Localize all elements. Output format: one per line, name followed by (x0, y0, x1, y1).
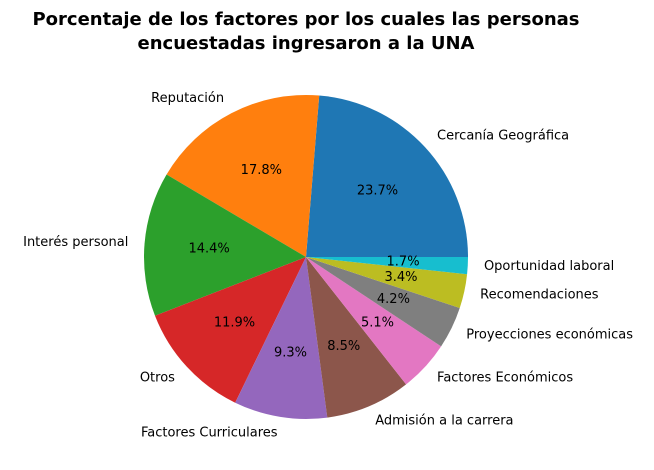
slice-percent-label: 4.2% (377, 292, 410, 307)
slice-percent-label: 11.9% (214, 315, 255, 330)
pie-slice (235, 257, 328, 420)
slice-percent-label: 1.7% (387, 255, 420, 270)
slice-percent-label: 3.4% (384, 270, 417, 285)
slice-category-label: Recomendaciones (480, 287, 599, 302)
chart-title-line-1: Porcentaje de los factores por los cuale… (32, 9, 579, 30)
slice-percent-label: 14.4% (188, 242, 229, 257)
pie-slice (306, 257, 442, 385)
slice-category-label: Factores Económicos (437, 370, 573, 385)
slice-percent-label: 5.1% (361, 315, 394, 330)
pie-slice (143, 174, 306, 316)
pie-slice (166, 95, 320, 258)
slice-category-label: Proyecciones económicas (466, 327, 633, 342)
pie-slice (306, 95, 468, 257)
pie-slice (306, 257, 407, 418)
slice-category-label: Oportunidad laboral (484, 259, 614, 274)
pie-slice (306, 257, 460, 347)
pie-labels: 23.7% Cercanía Geográfica 17.8% Reputación 1… (23, 91, 633, 440)
pie-slice (306, 257, 468, 309)
slice-percent-label: 8.5% (327, 339, 360, 354)
pie-slice (306, 257, 468, 275)
chart-title-line-2: encuestadas ingresaron a la UNA (138, 33, 475, 54)
slice-percent-label: 9.3% (274, 345, 307, 360)
pie-slices (143, 95, 468, 420)
slice-category-label: Reputación (151, 91, 224, 106)
pie-slice (155, 257, 306, 403)
slice-category-label: Interés personal (23, 235, 128, 250)
slice-category-label: Admisión a la carrera (375, 414, 513, 429)
slice-percent-label: 17.8% (241, 163, 282, 178)
slice-percent-label: 23.7% (357, 184, 398, 199)
slice-category-label: Factores Curriculares (141, 425, 278, 440)
slice-category-label: Otros (140, 370, 175, 385)
slice-category-label: Cercanía Geográfica (437, 129, 569, 144)
